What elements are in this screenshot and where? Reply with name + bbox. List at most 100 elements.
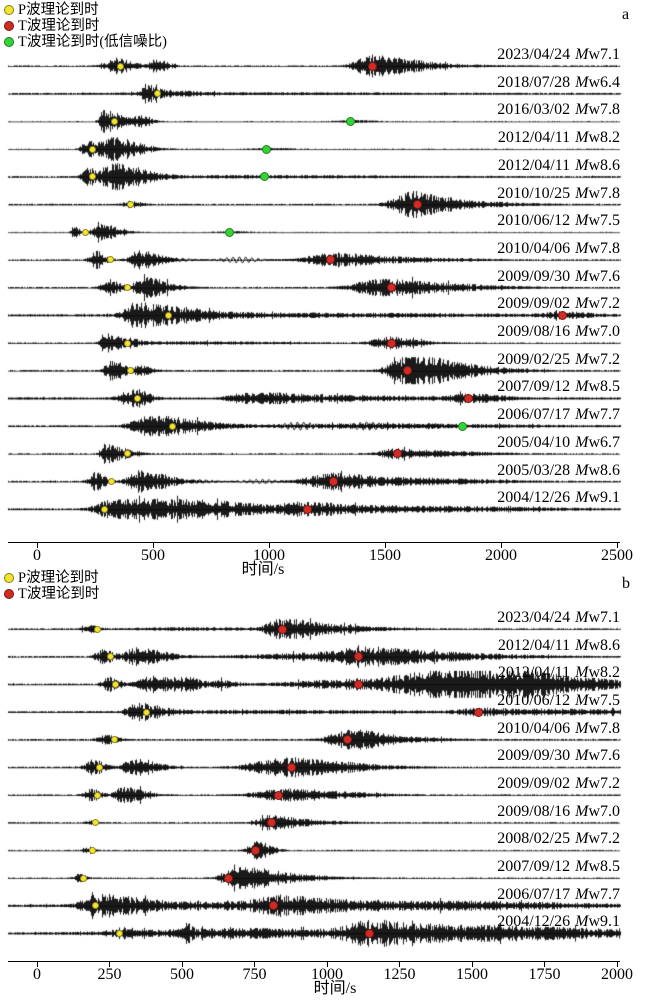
- x-axis-line: [8, 542, 620, 544]
- magnitude-value: 8.2: [600, 129, 620, 147]
- trace-date: 2010/06/12: [497, 692, 571, 709]
- trace-label: 2009/02/25 Mw7.2: [497, 351, 620, 369]
- t-arrival-marker: [250, 845, 260, 855]
- magnitude-w: w: [588, 156, 600, 174]
- magnitude-w: w: [588, 802, 600, 820]
- magnitude-value: 7.2: [600, 775, 620, 793]
- trace-label: 2009/08/16 Mw7.0: [497, 803, 620, 821]
- tick-label: 2000: [601, 966, 633, 983]
- tick-mark: [544, 962, 545, 967]
- magnitude-w: w: [588, 885, 600, 903]
- trace-label: 2012/04/11 Mw8.2: [498, 129, 620, 147]
- p-arrival-marker: [123, 339, 131, 347]
- magnitude-value: 7.8: [600, 184, 620, 202]
- trace-date: 2006/07/17: [497, 885, 571, 903]
- legend-marker-dot-icon: [4, 589, 14, 599]
- magnitude-value: 9.1: [600, 913, 620, 931]
- p-arrival-marker: [89, 145, 97, 153]
- legend-label: P波理论到时: [18, 2, 99, 18]
- magnitude-m: M: [575, 295, 589, 313]
- legend-marker-dot-icon: [4, 573, 14, 583]
- t-arrival-marker: [278, 624, 288, 634]
- tick-label: 1000: [253, 547, 285, 564]
- t-arrival-marker: [473, 707, 483, 717]
- x-axis-title: 时间/s: [241, 561, 285, 578]
- magnitude-w: w: [588, 73, 600, 91]
- trace-date: 2009/09/02: [497, 775, 571, 793]
- trace-date: 2008/02/25: [497, 830, 571, 848]
- tick-label: 500: [141, 547, 165, 564]
- trace-label: 2018/07/28 Mw6.4: [497, 74, 620, 92]
- p-arrival-marker: [89, 173, 97, 181]
- tick-label: 0: [33, 966, 41, 983]
- trace-label: 2010/10/25 Mw7.8: [497, 185, 620, 203]
- p-arrival-marker: [110, 117, 118, 125]
- p-arrival-marker: [124, 450, 132, 458]
- t-arrival-marker: [364, 928, 374, 938]
- tick-mark: [254, 962, 255, 967]
- p-arrival-marker: [126, 367, 134, 375]
- magnitude-value: 8.6: [600, 461, 620, 479]
- trace-label: 2009/08/16 Mw7.0: [497, 323, 620, 341]
- t-arrival-marker: [457, 421, 467, 431]
- trace-label: 2010/04/06 Mw7.8: [497, 720, 620, 738]
- trace-label: 2006/07/17 Mw7.7: [497, 406, 620, 424]
- trace-label: 2008/02/25 Mw7.2: [497, 830, 620, 848]
- p-arrival-marker: [107, 478, 115, 485]
- magnitude-w: w: [588, 461, 600, 479]
- p-arrival-marker: [126, 201, 134, 208]
- magnitude-w: w: [588, 101, 600, 119]
- magnitude-m: M: [575, 461, 589, 479]
- tick-mark: [384, 543, 386, 548]
- magnitude-m: M: [575, 609, 589, 626]
- tick-mark: [36, 543, 38, 548]
- x-axis-line: [8, 961, 620, 963]
- magnitude-w: w: [588, 46, 600, 63]
- t-arrival-marker: [302, 504, 312, 514]
- trace-label: 2016/03/02 Mw7.8: [497, 101, 620, 119]
- p-arrival-marker: [110, 736, 118, 744]
- magnitude-m: M: [575, 664, 589, 682]
- t-arrival-marker: [260, 172, 270, 182]
- legend-item: T波理论到时(低信噪比): [4, 34, 167, 50]
- t-arrival-marker: [403, 366, 413, 376]
- tick-label: 250: [97, 966, 122, 983]
- magnitude-w: w: [588, 747, 600, 765]
- trace-date: 2004/12/26: [497, 913, 571, 931]
- trace-date: 2005/03/28: [497, 461, 571, 479]
- magnitude-w: w: [588, 719, 600, 737]
- p-arrival-marker: [82, 228, 90, 236]
- p-arrival-marker: [96, 763, 104, 771]
- trace-label: 2012/04/11 Mw8.6: [498, 637, 620, 655]
- magnitude-value: 7.1: [600, 46, 620, 63]
- tick-mark: [500, 543, 502, 548]
- trace-date: 2012/04/11: [497, 156, 571, 174]
- magnitude-w: w: [588, 692, 600, 709]
- legend-item: P波理论到时: [4, 570, 99, 586]
- tick-mark: [36, 962, 38, 967]
- t-arrival-marker: [368, 61, 378, 71]
- magnitude-w: w: [588, 129, 600, 147]
- tick-mark: [399, 962, 400, 967]
- trace-date: 2023/04/24: [497, 609, 571, 626]
- trace-label: 2023/04/24 Mw7.1: [497, 609, 620, 627]
- x-axis-title: 时间/s: [313, 980, 357, 997]
- p-arrival-marker: [169, 422, 177, 430]
- magnitude-value: 7.5: [600, 212, 620, 230]
- p-arrival-marker: [143, 708, 151, 716]
- magnitude-w: w: [588, 913, 600, 931]
- trace-date: 2012/04/11: [497, 636, 571, 654]
- magnitude-m: M: [575, 885, 589, 903]
- magnitude-value: 6.7: [600, 433, 620, 451]
- magnitude-value: 8.5: [600, 858, 620, 876]
- tick-mark: [471, 962, 473, 967]
- magnitude-w: w: [588, 295, 600, 313]
- trace-label: 2009/09/02 Mw7.2: [497, 775, 620, 793]
- t-arrival-marker: [224, 873, 234, 883]
- magnitude-m: M: [575, 267, 589, 285]
- legend-marker-dot-icon: [4, 37, 14, 47]
- magnitude-value: 7.6: [600, 747, 620, 765]
- magnitude-value: 6.4: [600, 73, 620, 91]
- tick-label: 1500: [369, 547, 401, 564]
